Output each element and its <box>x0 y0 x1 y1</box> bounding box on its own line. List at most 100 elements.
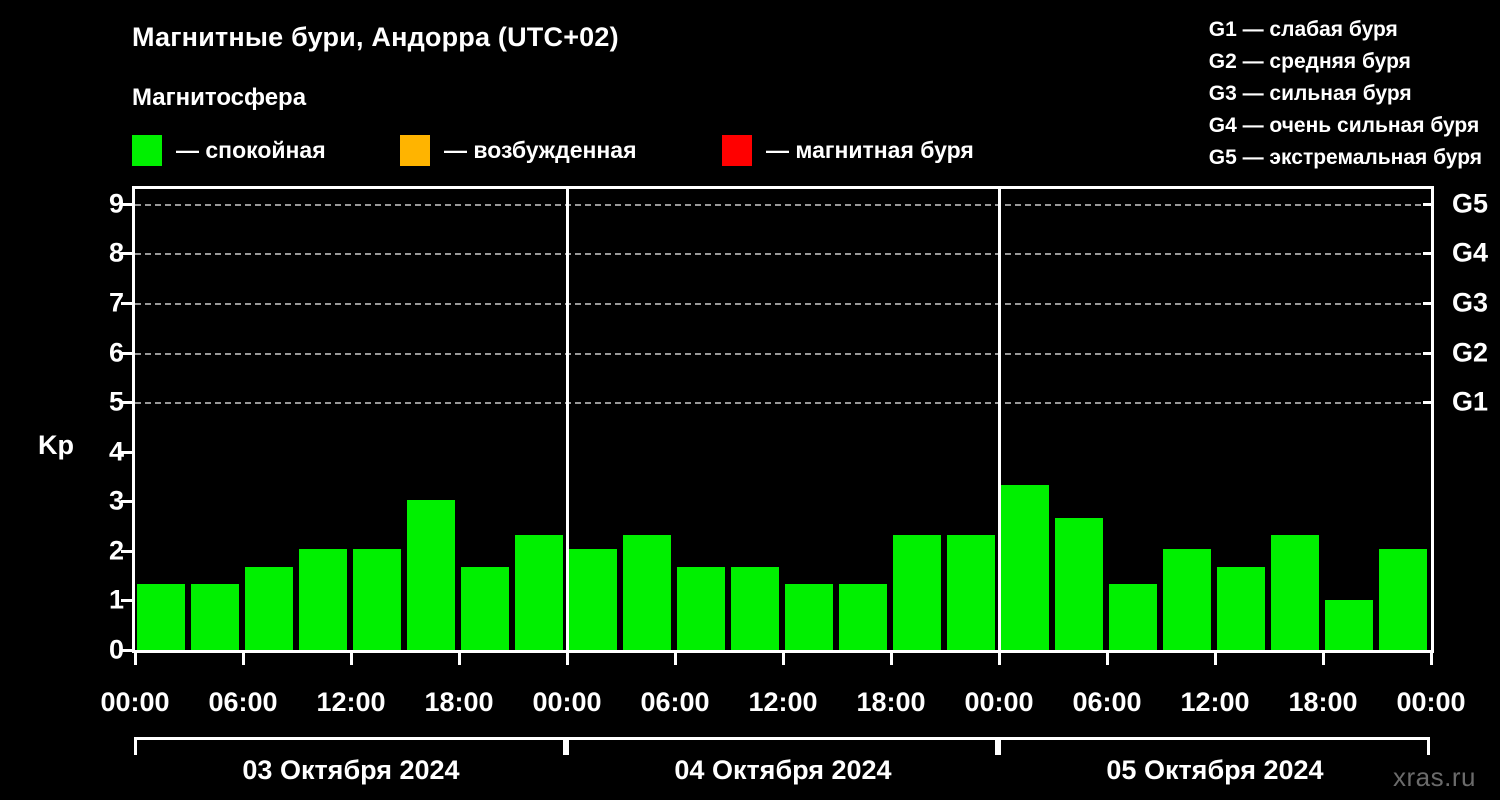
x-tick-label: 18:00 <box>856 687 926 717</box>
legend-item-storm: — магнитная буря <box>722 134 974 166</box>
x-tick <box>242 653 245 665</box>
bar <box>1055 517 1103 650</box>
bar <box>353 549 401 650</box>
x-tick-label: 12:00 <box>1180 687 1250 717</box>
day-separator <box>998 189 1001 650</box>
y-tick-6 <box>121 351 132 355</box>
bar <box>1001 484 1049 650</box>
x-tick-label: 06:00 <box>208 687 278 717</box>
bar <box>245 567 293 650</box>
bar <box>191 584 239 650</box>
bar <box>893 534 941 650</box>
y-tick-label-5: 5 <box>108 386 124 417</box>
bar <box>1325 600 1373 650</box>
legend-swatch-unsettled <box>400 134 430 166</box>
g-scale-legend: G1 — слабая буря G2 — средняя буря G3 — … <box>1209 14 1482 174</box>
g-tick-G1 <box>1423 401 1434 405</box>
x-tick <box>1430 653 1433 665</box>
day-bracket <box>566 737 998 755</box>
x-tick <box>566 653 569 665</box>
g-tick-label-G2: G2 <box>1452 337 1489 368</box>
day-label: 05 Октября 2024 <box>1106 755 1324 785</box>
bar <box>947 534 995 650</box>
g-tick-label-G3: G3 <box>1452 287 1489 318</box>
y-tick-label-1: 1 <box>108 584 124 615</box>
y-tick-5 <box>121 401 132 405</box>
y-tick-7 <box>121 302 132 305</box>
bar <box>785 584 833 650</box>
legend-swatch-calm <box>132 134 162 166</box>
y-tick-0 <box>121 649 132 652</box>
x-tick <box>1214 653 1217 665</box>
watermark: xras.ru <box>1393 762 1476 792</box>
x-tick <box>890 653 893 665</box>
bar <box>839 584 887 650</box>
legend-swatch-storm <box>722 134 752 166</box>
gridline-kp-5 <box>135 402 1431 405</box>
bar <box>407 499 455 650</box>
g-scale-row-g5: G5 — экстремальная буря <box>1208 146 1482 169</box>
magnetosphere-heading: Магнитосфера <box>132 84 307 111</box>
gridline-kp-8 <box>135 253 1431 256</box>
day-label: 03 Октября 2024 <box>242 755 460 785</box>
bar <box>1109 584 1157 650</box>
bar <box>1271 534 1319 650</box>
bar <box>623 534 671 650</box>
x-tick-label: 06:00 <box>1072 687 1142 717</box>
y-tick-label-3: 3 <box>108 485 124 516</box>
x-tick-label: 18:00 <box>1288 687 1358 717</box>
g-scale-row-g4: G4 — очень сильная буря <box>1208 114 1480 137</box>
legend-label-calm: — спокойная <box>176 136 326 163</box>
g-scale-row-g2: G2 — средняя буря <box>1208 50 1411 73</box>
bar-series <box>135 189 1431 650</box>
y-tick-1 <box>121 599 132 603</box>
legend-item-unsettled: — возбужденная <box>400 134 637 166</box>
chart-plot-area <box>132 186 1434 653</box>
g-tick-G5 <box>1423 202 1434 206</box>
bar <box>1217 567 1265 650</box>
x-tick <box>134 653 137 665</box>
x-tick-label: 06:00 <box>640 687 710 717</box>
x-tick <box>458 653 461 665</box>
g-scale-row-g1: G1 — слабая буря <box>1208 18 1398 41</box>
y-tick-label-7: 7 <box>108 287 124 318</box>
x-tick-label: 12:00 <box>316 687 386 717</box>
g-scale-row-g3: G3 — сильная буря <box>1208 82 1412 105</box>
g-tick-G2 <box>1423 351 1434 355</box>
y-axis-title: Kp <box>38 430 74 460</box>
y-tick-4 <box>121 450 132 454</box>
gridline-kp-9 <box>135 203 1431 206</box>
bar <box>137 584 185 650</box>
g-tick-label-G5: G5 <box>1452 188 1489 219</box>
g-tick-G4 <box>1423 252 1434 256</box>
day-bracket <box>998 737 1430 755</box>
bar <box>461 567 509 650</box>
y-tick-2 <box>121 549 132 553</box>
x-tick <box>350 653 353 665</box>
legend-item-calm: — спокойная <box>132 134 326 166</box>
legend-label-storm: — магнитная буря <box>766 136 974 163</box>
x-tick <box>998 653 1001 665</box>
bar <box>1163 549 1211 650</box>
x-tick <box>782 653 785 665</box>
day-bracket <box>134 737 566 755</box>
day-separator <box>566 189 569 650</box>
g-tick-G3 <box>1423 302 1434 305</box>
gridline-kp-6 <box>135 352 1431 355</box>
day-label: 04 Октября 2024 <box>674 755 892 785</box>
page-title: Магнитные бури, Андорра (UTC+02) <box>132 22 619 52</box>
bar <box>731 567 779 650</box>
bar <box>1379 549 1427 650</box>
legend-label-unsettled: — возбужденная <box>444 136 637 163</box>
bar <box>299 549 347 650</box>
gridline-kp-7 <box>135 303 1431 305</box>
bar <box>515 534 563 650</box>
x-tick-label: 00:00 <box>1396 687 1466 717</box>
g-tick-label-G1: G1 <box>1452 386 1489 417</box>
chart-plot-inner <box>135 189 1431 650</box>
x-tick <box>674 653 677 665</box>
y-tick-label-2: 2 <box>108 535 124 566</box>
x-tick <box>1106 653 1109 665</box>
y-tick-label-0: 0 <box>108 634 124 665</box>
